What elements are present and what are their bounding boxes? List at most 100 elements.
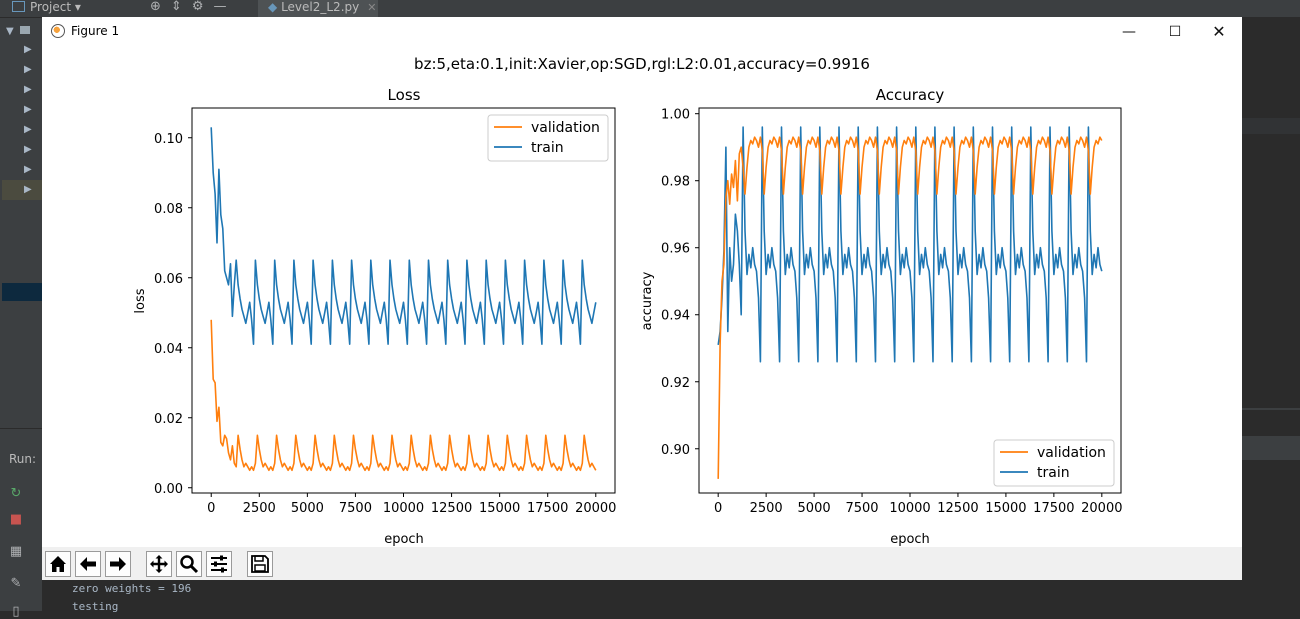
window-titlebar[interactable]: Figure 1 — ☐ ✕: [42, 17, 1242, 47]
trash-icon[interactable]: ▯: [12, 604, 20, 619]
loss-ytick-label: 0.08: [154, 202, 183, 217]
accuracy-legend: validation train: [993, 439, 1115, 487]
minus-icon[interactable]: —: [213, 0, 227, 14]
loss-ytick-label: 0.00: [154, 482, 183, 497]
close-window-button[interactable]: ✕: [1212, 22, 1226, 41]
figure-suptitle: bz:5,eta:0.1,init:Xavier,op:SGD,rgl:L2:0…: [414, 55, 870, 73]
accuracy-axes[interactable]: Accuracy 0 2500 5000 7500 10000 12500 15000 175…: [640, 86, 1122, 547]
project-tree-panel: ▼ ▶ ▶ ▶ ▶ ▶ ▶ ▶ ▶ Run: ↻ ■ ▦ ✎ ▯: [0, 18, 42, 619]
tree-item[interactable]: ▶: [24, 164, 32, 175]
loss-xtick-label: 7500: [339, 501, 372, 516]
loss-xlabel: epoch: [384, 532, 424, 547]
loss-xtick-label: 5000: [291, 501, 324, 516]
editor-tab-label: Level2_L2.py: [281, 0, 360, 14]
minimize-button[interactable]: —: [1122, 24, 1136, 40]
figure-canvas[interactable]: bz:5,eta:0.1,init:Xavier,op:SGD,rgl:L2:0…: [42, 47, 1242, 547]
loss-xtick-label: 0: [207, 501, 215, 516]
stop-icon[interactable]: ■: [9, 512, 23, 527]
zoom-icon: [180, 555, 199, 574]
loss-axes[interactable]: Loss 0 2500 5000 7500 10000 12500 15000 17500 20…: [133, 86, 616, 547]
loss-title: Loss: [388, 86, 421, 104]
console-line: testing: [72, 600, 119, 613]
matplotlib-logo-icon: [51, 24, 65, 38]
tree-root-folder[interactable]: ▼: [6, 22, 42, 42]
close-tab-icon[interactable]: ✕: [367, 1, 377, 14]
save-button[interactable]: [247, 551, 273, 577]
run-panel: Run: ↻ ■ ▦ ✎ ▯: [0, 428, 42, 619]
configure-subplots-button[interactable]: [206, 551, 232, 577]
tree-item[interactable]: ▶: [24, 124, 32, 135]
accuracy-series-validation: [717, 136, 1103, 479]
accuracy-lines: [717, 126, 1103, 479]
forward-button[interactable]: [105, 551, 131, 577]
loss-xtick-label: 2500: [243, 501, 276, 516]
loss-legend-label-train: train: [531, 140, 564, 156]
pan-button[interactable]: [146, 551, 172, 577]
accuracy-legend-label-train: train: [1037, 465, 1070, 481]
tree-item-selected[interactable]: ▶: [2, 180, 42, 200]
accuracy-xtick-label: 15000: [985, 501, 1026, 516]
tree-item[interactable]: ▶: [24, 64, 32, 75]
accuracy-xtick-label: 5000: [798, 501, 831, 516]
accuracy-xtick-label: 20000: [1081, 501, 1122, 516]
project-label: Project: [30, 0, 72, 14]
maximize-button[interactable]: ☐: [1168, 24, 1182, 40]
loss-ytick-label: 0.02: [154, 412, 183, 427]
loss-xtick-label: 20000: [575, 501, 616, 516]
window-title: Figure 1: [71, 24, 120, 38]
loss-axes-frame: [191, 107, 616, 494]
collapse-icon[interactable]: ⇕: [170, 0, 182, 14]
accuracy-xtick-label: 0: [714, 501, 722, 516]
accuracy-xtick-label: 7500: [845, 501, 878, 516]
loss-ylabel: loss: [133, 288, 148, 313]
loss-ytick-label: 0.06: [154, 272, 183, 287]
accuracy-ytick-label: 0.92: [661, 376, 690, 391]
gear-icon[interactable]: ⚙: [191, 0, 204, 14]
loss-ticks: 0 2500 5000 7500 10000 12500 15000 17500 20000 0.…: [154, 132, 616, 516]
pin-icon[interactable]: ✎: [10, 576, 22, 591]
loss-ytick-label: 0.04: [154, 342, 183, 357]
python-file-icon: ◆: [268, 0, 278, 14]
accuracy-legend-label-validation: validation: [1037, 445, 1106, 461]
zoom-button[interactable]: [176, 551, 202, 577]
tree-item[interactable]: ▶: [24, 144, 32, 155]
folder-icon: [19, 26, 30, 34]
project-icon: [12, 1, 25, 12]
navigation-toolbar: [42, 547, 1242, 580]
rerun-icon[interactable]: ↻: [10, 486, 22, 501]
loss-series-validation: [210, 319, 597, 472]
accuracy-xtick-label: 12500: [937, 501, 978, 516]
editor-tab-level2-l2[interactable]: ◆ Level2_L2.py ✕: [258, 0, 378, 17]
tree-item[interactable]: ▶: [24, 44, 32, 55]
loss-xtick-label: 17500: [527, 501, 568, 516]
loss-series-train: [210, 127, 597, 345]
back-arrow-icon: [80, 557, 96, 571]
tree-item[interactable]: ▶: [24, 104, 32, 115]
accuracy-xtick-label: 2500: [750, 501, 783, 516]
save-icon: [251, 555, 269, 573]
accuracy-ytick-label: 0.90: [661, 443, 690, 458]
accuracy-ytick-label: 0.94: [661, 309, 690, 324]
accuracy-ticks: 0 2500 5000 7500 10000 12500 15000 17500 20000 0.…: [661, 108, 1122, 516]
layout-icon[interactable]: ▦: [9, 544, 23, 559]
panel-divider: [1242, 408, 1300, 410]
run-console: zero weights = 196 testing: [42, 580, 1242, 613]
console-header-strip: [1242, 436, 1300, 460]
forward-arrow-icon: [110, 557, 126, 571]
accuracy-xtick-label: 10000: [889, 501, 930, 516]
crosshair-icon[interactable]: ⊕: [150, 0, 161, 14]
accuracy-ytick-label: 1.00: [661, 108, 690, 123]
project-tool-tab[interactable]: Project ▾: [12, 0, 81, 17]
ide-top-toolbar: Project ▾ ⊕ ⇕ ⚙ — ◆ Level2_L2.py ✕: [0, 0, 1300, 18]
loss-lines: [210, 127, 597, 472]
tree-item[interactable]: ▶: [24, 84, 32, 95]
accuracy-ytick-label: 0.96: [661, 242, 690, 257]
home-button[interactable]: [45, 551, 71, 577]
configure-subplots-icon: [211, 555, 227, 573]
back-button[interactable]: [75, 551, 101, 577]
loss-xtick-label: 10000: [383, 501, 424, 516]
loss-ytick-label: 0.10: [154, 132, 183, 147]
accuracy-ylabel: accuracy: [640, 271, 655, 330]
editor-gutter-right: [1242, 18, 1300, 610]
accuracy-ytick-label: 0.98: [661, 175, 690, 190]
